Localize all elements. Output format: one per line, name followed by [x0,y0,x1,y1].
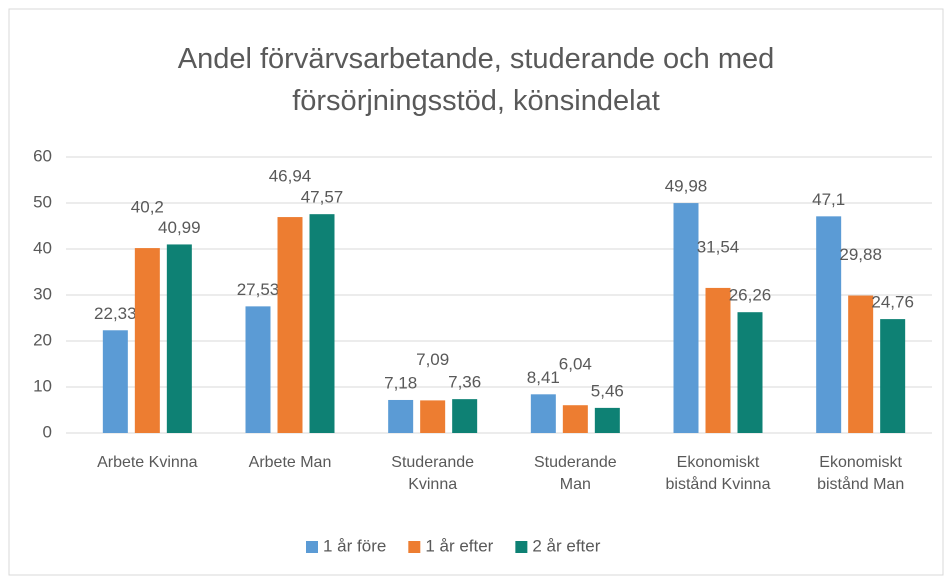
bar [102,330,128,433]
y-tick-label: 20 [33,330,52,349]
data-label: 5,46 [591,381,624,400]
x-tick-label: Studerande Man [533,454,617,493]
y-tick-label: 60 [33,146,52,165]
data-label: 26,26 [729,286,772,305]
x-tick-label: Ekonomiskt bistånd Man [817,454,905,493]
bar [594,407,620,433]
data-label: 47,57 [301,188,344,207]
data-label: 31,54 [697,237,740,256]
legend-swatch [515,541,528,553]
bar [673,203,699,433]
bar [452,399,478,433]
y-tick-label: 30 [33,284,52,303]
bar [816,216,842,433]
y-tick-label: 0 [43,422,52,441]
data-label: 6,04 [559,355,592,374]
bar [737,312,763,433]
data-label: 40,99 [158,218,201,237]
data-label: 22,33 [94,304,137,323]
legend-swatch [408,541,421,553]
legend-label: 1 år efter [425,536,493,555]
bar [309,214,335,433]
bar [705,287,731,433]
chart-title: Andel förvärvsarbetande, studerande och … [177,43,775,117]
bar [880,319,906,433]
legend-label: 1 år före [323,536,386,555]
data-label: 27,53 [237,280,280,299]
legend-swatch [306,541,318,553]
x-tick-label: Arbete Kvinna [97,454,198,471]
data-label: 7,09 [416,350,449,369]
legend-label: 2 år efter [532,536,600,555]
bar [848,295,874,433]
y-tick-label: 50 [33,192,52,211]
y-tick-label: 10 [33,376,52,395]
data-label: 7,36 [448,373,481,392]
bar [277,217,303,433]
bar [245,306,271,433]
data-label: 47,1 [812,190,845,209]
data-label: 24,76 [871,293,914,312]
data-label: 7,18 [384,373,417,392]
data-label: 49,98 [665,177,708,196]
bar [530,394,556,433]
bar [562,405,588,433]
data-label: 46,94 [269,167,312,186]
x-tick-label: Studerande Kvinna [391,454,475,493]
bar [134,248,160,433]
x-tick-label: Arbete Man [248,454,332,471]
bar [166,244,192,433]
x-tick-label: Ekonomiskt bistånd Kvinna [665,454,771,493]
data-label: 40,2 [131,198,164,217]
data-label: 8,41 [527,368,560,387]
data-label: 29,88 [839,245,882,264]
y-tick-label: 40 [33,238,52,257]
bar [420,400,446,433]
bar [388,399,414,433]
chart-border [8,8,944,576]
